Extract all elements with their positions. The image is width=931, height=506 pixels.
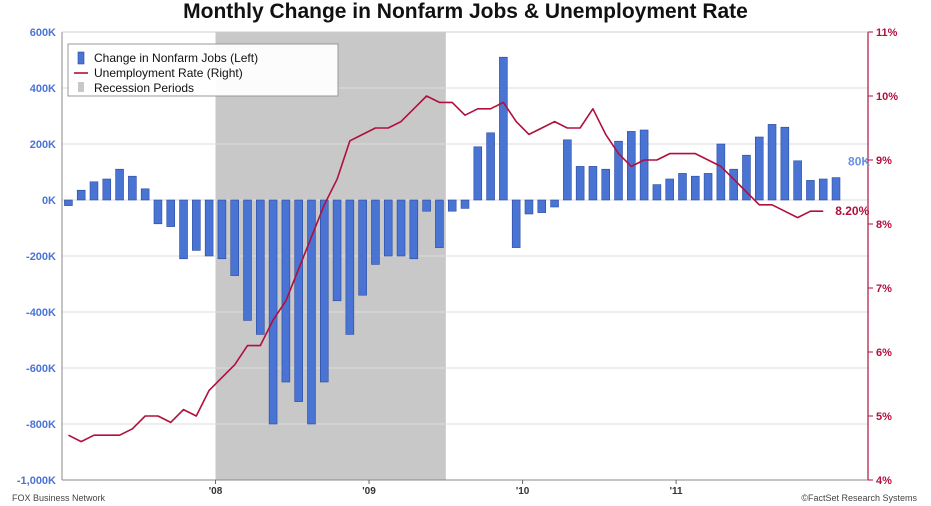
job-change-bar bbox=[166, 199, 176, 227]
job-change-bar bbox=[281, 199, 291, 383]
unemployment-line bbox=[68, 95, 824, 443]
job-change-bar bbox=[818, 178, 828, 201]
legend-box bbox=[67, 43, 339, 97]
left-tick-label: -600K bbox=[26, 363, 56, 375]
job-change-bar bbox=[806, 180, 815, 201]
job-change-bar bbox=[729, 168, 738, 201]
left-tick-label: -200K bbox=[26, 251, 56, 263]
job-change-bar bbox=[422, 199, 431, 212]
job-change-bar bbox=[307, 199, 316, 425]
legend-recession-swatch bbox=[78, 82, 84, 92]
job-change-bar bbox=[780, 126, 790, 201]
job-change-bar bbox=[486, 132, 495, 201]
job-change-bar bbox=[115, 168, 124, 201]
job-change-bar bbox=[793, 160, 802, 201]
legend-bar-swatch bbox=[77, 51, 85, 65]
left-tick-label: 600K bbox=[30, 27, 56, 39]
job-change-bar bbox=[320, 199, 329, 383]
right-tick-label: 5% bbox=[876, 411, 892, 423]
job-change-bar bbox=[614, 140, 623, 201]
job-change-bar bbox=[524, 199, 534, 215]
right-tick-label: 6% bbox=[876, 347, 892, 359]
job-change-bar bbox=[128, 175, 137, 201]
job-change-bar bbox=[831, 177, 841, 201]
source-left: FOX Business Network bbox=[12, 493, 106, 503]
job-change-bar bbox=[358, 199, 367, 296]
job-change-bar bbox=[716, 143, 726, 201]
line-end-label: 8.20% bbox=[835, 204, 869, 218]
x-tick-label: '11 bbox=[670, 486, 683, 497]
job-change-bar bbox=[550, 199, 559, 208]
job-change-bar bbox=[754, 136, 764, 201]
right-tick-label: 4% bbox=[876, 475, 892, 487]
job-change-bar bbox=[691, 175, 700, 201]
x-tick-label: '10 bbox=[516, 486, 530, 497]
job-change-bar bbox=[742, 154, 751, 201]
job-change-bar bbox=[243, 199, 252, 321]
line-layer bbox=[68, 95, 824, 443]
job-change-bar bbox=[511, 199, 521, 248]
axes-layer: -1,000K -800K -600K -400K -200K 0K 200K 400K 600… bbox=[17, 27, 898, 497]
job-change-bar bbox=[192, 199, 201, 251]
job-change-bar bbox=[665, 178, 674, 201]
job-change-bar bbox=[332, 199, 342, 302]
job-change-bar bbox=[563, 139, 572, 201]
job-change-bar bbox=[140, 188, 150, 201]
job-change-bar bbox=[256, 199, 265, 335]
right-tick-label: 7% bbox=[876, 283, 892, 295]
job-change-bar bbox=[383, 199, 393, 257]
right-tick-label: 9% bbox=[876, 155, 892, 167]
job-change-bar bbox=[217, 199, 227, 260]
job-change-bar bbox=[767, 124, 777, 201]
job-change-bar bbox=[409, 199, 419, 260]
legend-label-unemployment: Unemployment Rate (Right) bbox=[94, 66, 243, 80]
chart-title: Monthly Change in Nonfarm Jobs & Unemplo… bbox=[183, 0, 748, 23]
job-change-bar bbox=[268, 199, 278, 425]
job-change-bar bbox=[537, 199, 547, 213]
labels-layer: 80K 8.20% bbox=[835, 155, 870, 219]
bar-end-label: 80K bbox=[848, 155, 870, 169]
job-change-bar bbox=[396, 199, 406, 257]
job-change-bar bbox=[639, 129, 649, 201]
job-change-bar bbox=[575, 166, 585, 201]
left-tick-label: 0K bbox=[42, 195, 56, 207]
job-change-bar bbox=[499, 56, 508, 201]
job-change-bar bbox=[652, 184, 662, 201]
job-change-bar bbox=[76, 189, 86, 201]
job-change-bar bbox=[473, 146, 483, 201]
x-tick-label: '08 bbox=[209, 486, 223, 497]
left-tick-label: 200K bbox=[30, 139, 56, 151]
x-tick-label: '09 bbox=[362, 486, 376, 497]
left-tick-label: 400K bbox=[30, 83, 56, 95]
right-tick-label: 11% bbox=[876, 27, 898, 39]
job-change-bar bbox=[153, 199, 163, 225]
job-change-bar bbox=[447, 199, 457, 212]
right-tick-label: 8% bbox=[876, 219, 892, 231]
left-tick-label: -800K bbox=[26, 419, 56, 431]
bars-layer bbox=[64, 56, 841, 425]
right-tick-label: 10% bbox=[876, 91, 898, 103]
legend-label-jobs: Change in Nonfarm Jobs (Left) bbox=[94, 51, 258, 65]
job-change-bar bbox=[204, 199, 214, 257]
job-change-bar bbox=[102, 178, 112, 201]
job-change-bar bbox=[64, 199, 73, 206]
job-change-bar bbox=[460, 199, 470, 209]
job-change-bar bbox=[703, 173, 713, 201]
job-change-bar bbox=[345, 199, 355, 335]
job-change-bar bbox=[601, 168, 610, 201]
job-change-bar bbox=[588, 166, 598, 201]
legend: Change in Nonfarm Jobs (Left)Unemploymen… bbox=[67, 43, 339, 97]
job-change-bar bbox=[435, 199, 444, 248]
source-right: ©FactSet Research Systems bbox=[801, 493, 917, 503]
left-tick-label: -1,000K bbox=[17, 475, 56, 487]
job-change-bar bbox=[294, 199, 303, 402]
job-change-bar bbox=[678, 173, 687, 201]
left-tick-label: -400K bbox=[26, 307, 56, 319]
job-change-bar bbox=[89, 181, 99, 201]
job-change-bar bbox=[230, 199, 239, 276]
job-change-bar bbox=[371, 199, 380, 265]
legend-label-recession: Recession Periods bbox=[94, 81, 194, 95]
job-change-bar bbox=[179, 199, 188, 260]
